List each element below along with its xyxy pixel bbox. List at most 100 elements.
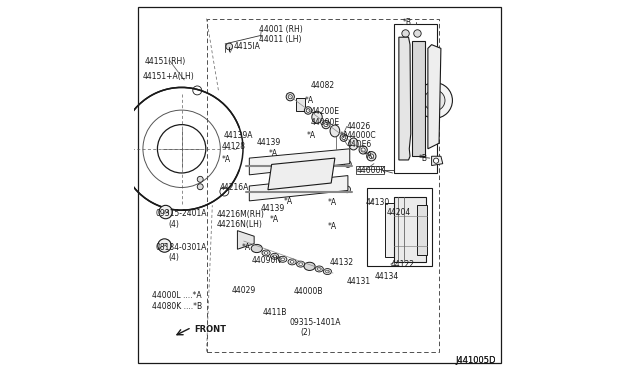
- Text: 44000C: 44000C: [347, 131, 376, 140]
- Text: 44200E: 44200E: [311, 107, 340, 116]
- Text: 44029: 44029: [232, 286, 256, 295]
- Ellipse shape: [326, 270, 330, 273]
- Ellipse shape: [271, 253, 278, 259]
- Circle shape: [322, 121, 330, 129]
- Polygon shape: [250, 149, 349, 175]
- Text: *A: *A: [222, 155, 231, 164]
- Text: J441005D: J441005D: [456, 356, 496, 365]
- Text: 09315-1401A: 09315-1401A: [289, 318, 341, 327]
- Text: 44122: 44122: [390, 260, 414, 269]
- Circle shape: [158, 239, 172, 252]
- Circle shape: [288, 95, 292, 99]
- Text: 44132: 44132: [330, 258, 354, 267]
- Polygon shape: [237, 231, 254, 249]
- Text: *A: *A: [364, 151, 372, 160]
- Circle shape: [197, 176, 203, 182]
- Bar: [394, 24, 437, 173]
- Text: 44139A: 44139A: [223, 131, 253, 140]
- Ellipse shape: [278, 256, 287, 262]
- Text: *A: *A: [328, 222, 337, 231]
- Polygon shape: [412, 41, 425, 156]
- Circle shape: [413, 30, 421, 37]
- Circle shape: [344, 161, 351, 167]
- Text: *B: *B: [403, 18, 412, 27]
- Text: M: M: [163, 209, 168, 215]
- Text: 08184-0301A: 08184-0301A: [156, 243, 207, 252]
- Text: 44151+A(LH): 44151+A(LH): [142, 72, 194, 81]
- Text: 44216M(RH): 44216M(RH): [216, 210, 264, 219]
- Text: 44001 (RH): 44001 (RH): [259, 25, 302, 34]
- Text: *A: *A: [242, 243, 251, 251]
- Circle shape: [342, 136, 346, 140]
- Ellipse shape: [288, 259, 296, 265]
- Bar: [356, 166, 385, 174]
- Ellipse shape: [273, 255, 276, 257]
- Text: 44090N: 44090N: [252, 256, 282, 265]
- Text: (2): (2): [300, 328, 311, 337]
- Ellipse shape: [323, 269, 332, 275]
- Text: 44090E: 44090E: [311, 118, 340, 127]
- Circle shape: [286, 93, 294, 101]
- Ellipse shape: [251, 244, 262, 253]
- Text: FRONT: FRONT: [195, 325, 227, 334]
- Text: *B: *B: [419, 154, 428, 163]
- Polygon shape: [399, 37, 411, 160]
- Text: *A: *A: [306, 131, 316, 140]
- Ellipse shape: [281, 258, 285, 260]
- Polygon shape: [431, 156, 443, 166]
- Ellipse shape: [315, 266, 323, 272]
- Ellipse shape: [304, 262, 315, 270]
- Text: 4411B: 4411B: [262, 308, 287, 317]
- Ellipse shape: [291, 260, 294, 263]
- Circle shape: [369, 154, 374, 158]
- Circle shape: [340, 134, 348, 141]
- Circle shape: [197, 184, 203, 190]
- Ellipse shape: [317, 267, 321, 270]
- Ellipse shape: [312, 111, 322, 123]
- Circle shape: [324, 122, 328, 126]
- Circle shape: [424, 90, 445, 111]
- Ellipse shape: [262, 250, 270, 256]
- Text: 44000L ....*A: 44000L ....*A: [152, 291, 202, 300]
- Text: *A: *A: [305, 96, 314, 105]
- Circle shape: [252, 165, 259, 172]
- Text: 44082: 44082: [311, 81, 335, 90]
- Text: *A: *A: [270, 215, 279, 224]
- Circle shape: [359, 146, 367, 154]
- Text: *A: *A: [340, 131, 349, 140]
- Polygon shape: [268, 158, 335, 190]
- Circle shape: [417, 83, 452, 118]
- Text: 44131: 44131: [346, 277, 371, 286]
- Text: 44026: 44026: [347, 122, 371, 131]
- Text: 44000K: 44000K: [356, 166, 386, 175]
- Circle shape: [306, 109, 310, 112]
- Text: 44216A: 44216A: [220, 183, 249, 192]
- Text: 44134: 44134: [374, 272, 399, 281]
- Text: *A: *A: [328, 198, 337, 207]
- Ellipse shape: [299, 263, 303, 266]
- Ellipse shape: [264, 251, 268, 254]
- Bar: [207, 19, 439, 352]
- Bar: [417, 205, 427, 255]
- Bar: [394, 197, 426, 262]
- Text: 44130: 44130: [365, 198, 390, 207]
- Text: 44216N(LH): 44216N(LH): [216, 220, 262, 229]
- Text: 44000B: 44000B: [294, 287, 323, 296]
- Text: J441005D: J441005D: [456, 356, 496, 365]
- Bar: [385, 203, 402, 257]
- Polygon shape: [428, 45, 441, 149]
- Ellipse shape: [330, 125, 340, 137]
- Text: (4): (4): [168, 253, 179, 262]
- Bar: [296, 97, 305, 111]
- Text: 44204: 44204: [386, 208, 410, 217]
- Text: 09315-2401A: 09315-2401A: [156, 209, 207, 218]
- Text: R: R: [163, 243, 166, 248]
- Circle shape: [159, 205, 172, 219]
- Text: 44080K ....*B: 44080K ....*B: [152, 302, 202, 311]
- Circle shape: [361, 148, 365, 152]
- Circle shape: [305, 107, 312, 114]
- Polygon shape: [250, 176, 348, 201]
- Text: (4): (4): [168, 220, 179, 229]
- Text: 44139: 44139: [257, 138, 281, 147]
- Circle shape: [252, 190, 259, 198]
